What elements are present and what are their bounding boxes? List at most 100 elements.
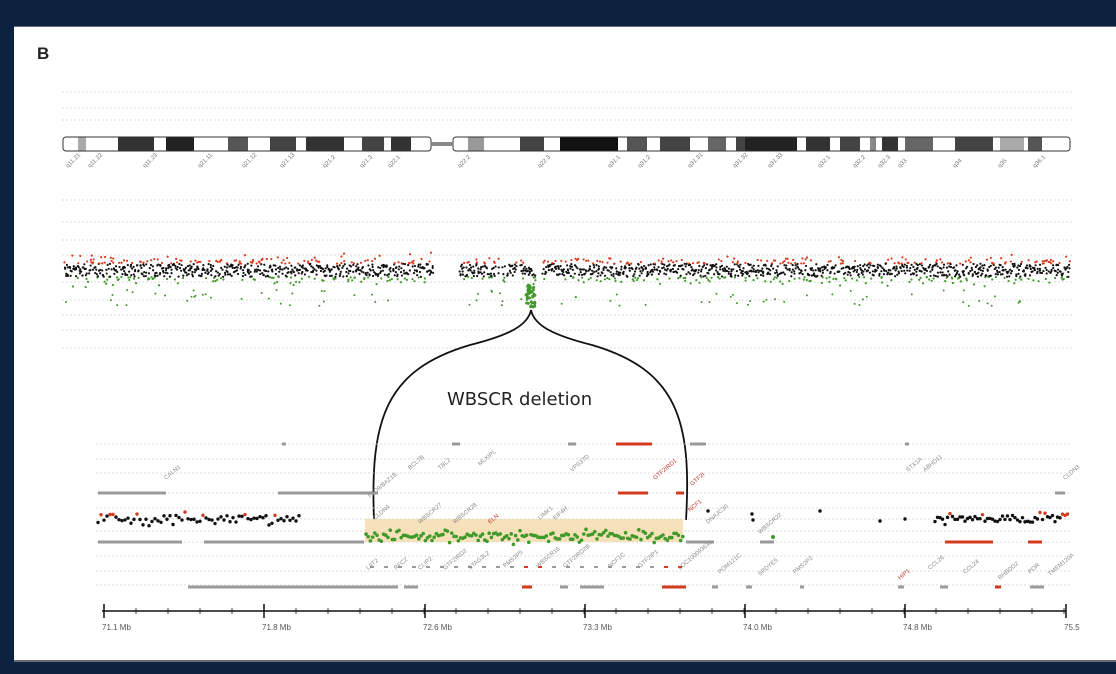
data-point [776, 273, 779, 276]
data-point [958, 515, 962, 519]
data-point [463, 535, 467, 539]
data-point [1065, 512, 1070, 516]
data-point [481, 265, 484, 268]
data-point [989, 256, 992, 259]
data-point [1045, 259, 1048, 262]
data-point [400, 274, 404, 277]
data-point [618, 304, 621, 307]
data-point [779, 262, 782, 265]
data-point [376, 274, 380, 278]
data-point [639, 270, 642, 273]
data-point [689, 282, 692, 285]
data-point [566, 264, 569, 267]
data-point [163, 275, 166, 278]
band-labels: q11.21 q11.22 q11.23 q21.11 q21.12 q21.13 q21.… [65, 152, 1047, 170]
data-point [317, 266, 320, 269]
data-point [718, 273, 721, 276]
data-point [134, 282, 138, 285]
data-point [821, 266, 824, 269]
data-point [659, 270, 662, 273]
data-point [320, 290, 323, 293]
data-point [751, 518, 755, 522]
data-point [470, 266, 473, 269]
data-point [403, 277, 406, 280]
data-point [543, 259, 546, 262]
data-point [228, 519, 232, 524]
data-point [135, 264, 139, 267]
data-point [930, 279, 933, 282]
data-point [951, 277, 954, 280]
data-point [990, 304, 993, 307]
data-point [638, 267, 641, 270]
axis-tick-label: 75.5 [1064, 623, 1080, 632]
gene-bar [522, 585, 532, 589]
data-point [280, 261, 283, 264]
data-point [965, 516, 970, 521]
band-label: q11.23 [142, 152, 159, 169]
data-point [178, 267, 182, 270]
data-point [347, 269, 351, 272]
data-point [258, 261, 261, 264]
gene-bar [760, 540, 774, 544]
axis-tick-label: 72.6 Mb [423, 623, 452, 632]
data-point [948, 273, 951, 276]
data-point [462, 266, 465, 269]
data-point [1011, 262, 1014, 266]
data-point [936, 275, 939, 278]
data-point [492, 272, 496, 276]
data-point [718, 277, 721, 280]
data-point [900, 269, 903, 273]
axis-tick-label: 74.8 Mb [903, 623, 932, 632]
data-point [628, 537, 632, 541]
ideogram-band [468, 137, 484, 151]
data-point [215, 270, 218, 273]
data-point [767, 272, 770, 275]
data-point [84, 274, 87, 277]
zoom-log-ratio-scatter [96, 509, 1070, 547]
gene-bar [662, 585, 686, 589]
data-point [783, 264, 786, 267]
data-point [216, 517, 220, 521]
data-point [864, 282, 867, 285]
data-point [768, 273, 772, 276]
data-point [298, 268, 302, 271]
data-point [220, 266, 223, 269]
data-point [873, 264, 876, 268]
data-point [647, 272, 650, 276]
data-point [195, 268, 198, 271]
data-point [397, 528, 401, 533]
data-point [941, 274, 944, 277]
data-point [274, 272, 277, 276]
data-point [606, 534, 610, 538]
gene-label: HIP1 [897, 568, 912, 582]
data-point [157, 284, 161, 287]
data-point [342, 264, 345, 268]
data-point [593, 266, 596, 269]
data-point [69, 269, 72, 272]
data-point [467, 261, 470, 264]
data-point [1017, 268, 1020, 272]
data-point [234, 520, 238, 524]
data-point [71, 254, 74, 257]
data-point [214, 275, 217, 278]
gene-bar [98, 540, 182, 544]
gene-bar [676, 491, 684, 495]
data-point [1050, 262, 1053, 265]
ideogram-band [1028, 137, 1042, 151]
data-point [775, 276, 778, 279]
data-point [839, 262, 843, 265]
data-point [527, 283, 531, 287]
data-point [252, 516, 256, 520]
data-point [733, 276, 737, 279]
data-point [511, 542, 516, 547]
data-point [674, 270, 677, 273]
data-point [408, 269, 411, 272]
data-point [532, 273, 535, 276]
data-point [857, 273, 860, 277]
data-point [176, 268, 179, 271]
data-point [315, 269, 318, 272]
ideogram-band [955, 137, 993, 151]
data-point [385, 264, 388, 267]
data-point [271, 270, 274, 273]
data-point [894, 269, 897, 272]
